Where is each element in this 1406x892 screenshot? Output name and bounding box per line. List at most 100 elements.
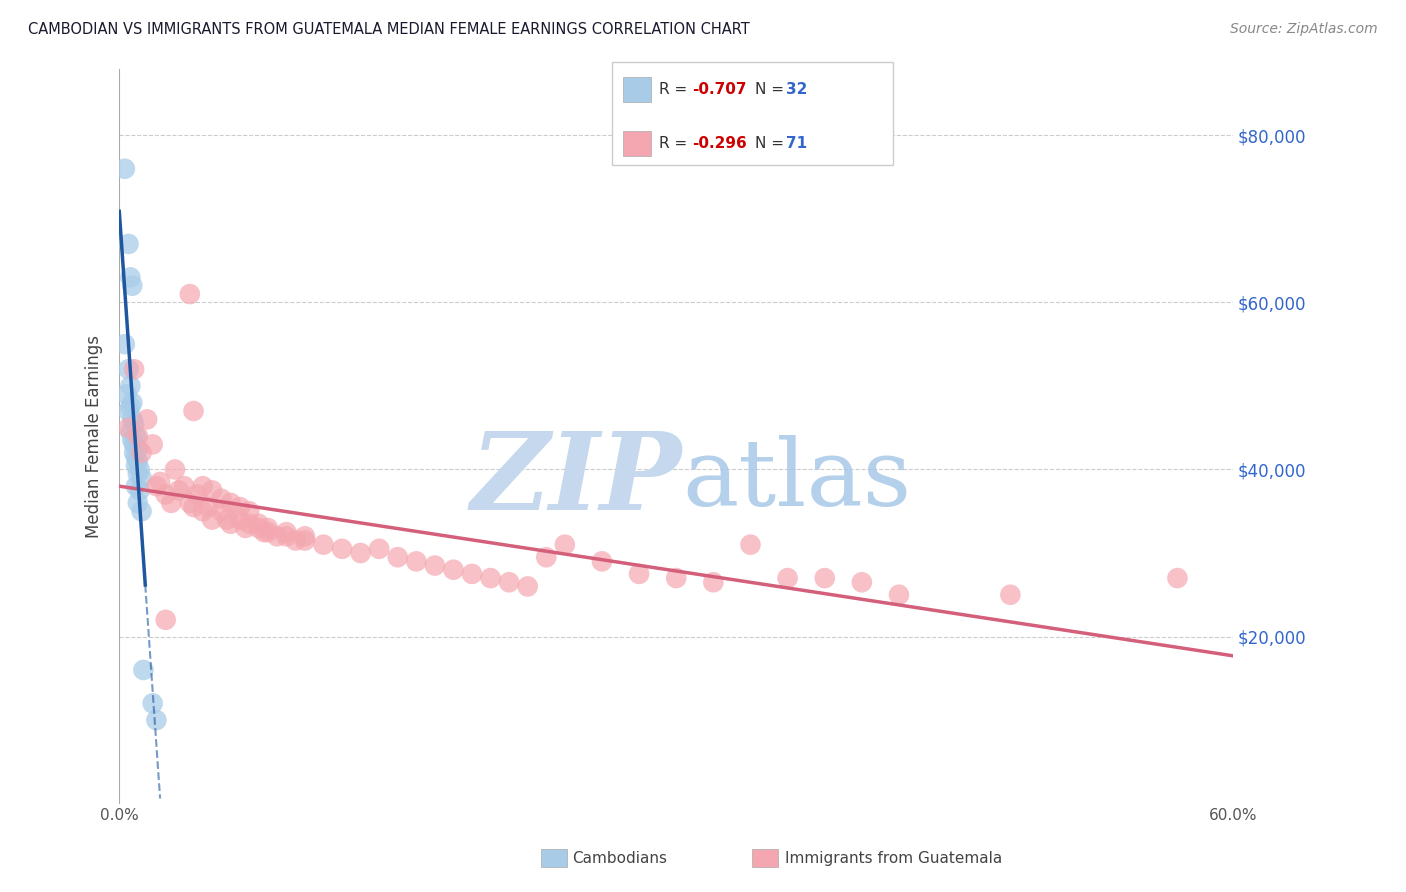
Point	[145, 713, 167, 727]
Text: Source: ZipAtlas.com: Source: ZipAtlas.com	[1230, 22, 1378, 37]
Point	[121, 412, 143, 426]
Point	[131, 471, 153, 485]
Point	[201, 483, 224, 498]
Point	[120, 270, 142, 285]
Point	[142, 697, 165, 711]
Point	[238, 504, 260, 518]
Point	[1000, 588, 1022, 602]
Point	[121, 434, 143, 448]
Point	[702, 575, 724, 590]
Point	[136, 412, 159, 426]
Point	[121, 278, 143, 293]
Point	[191, 504, 214, 518]
Point	[498, 575, 520, 590]
Point	[253, 525, 276, 540]
Point	[167, 483, 190, 498]
Point	[127, 454, 149, 468]
Point	[131, 504, 153, 518]
Point	[131, 446, 153, 460]
Point	[197, 500, 219, 514]
Point	[142, 437, 165, 451]
Point	[235, 521, 257, 535]
Point	[887, 588, 910, 602]
Point	[776, 571, 799, 585]
Point	[179, 496, 201, 510]
Point	[405, 554, 427, 568]
Text: -0.707: -0.707	[692, 82, 747, 96]
Point	[155, 487, 177, 501]
Point	[536, 550, 558, 565]
Point	[186, 487, 208, 501]
Point	[312, 538, 335, 552]
Y-axis label: Median Female Earnings: Median Female Earnings	[86, 334, 103, 538]
Point	[665, 571, 688, 585]
Point	[122, 417, 145, 431]
Point	[117, 421, 139, 435]
Point	[368, 541, 391, 556]
Point	[117, 404, 139, 418]
Point	[219, 496, 242, 510]
Point	[121, 395, 143, 409]
Point	[125, 450, 148, 464]
Text: -0.296: -0.296	[692, 136, 747, 151]
Point	[183, 500, 205, 514]
Point	[628, 566, 651, 581]
Point	[247, 521, 270, 535]
Point	[591, 554, 613, 568]
Text: atlas: atlas	[682, 435, 911, 525]
Point	[132, 663, 155, 677]
Point	[179, 287, 201, 301]
Point	[163, 462, 186, 476]
Text: Cambodians: Cambodians	[572, 851, 668, 865]
Point	[209, 491, 232, 506]
Point	[122, 446, 145, 460]
Point	[238, 516, 260, 531]
Point	[127, 496, 149, 510]
Point	[851, 575, 873, 590]
Point	[229, 513, 252, 527]
Point	[120, 425, 142, 439]
Point	[443, 563, 465, 577]
Point	[114, 337, 136, 351]
Point	[183, 404, 205, 418]
Text: 71: 71	[786, 136, 807, 151]
Point	[117, 362, 139, 376]
Point	[127, 429, 149, 443]
Point	[294, 529, 316, 543]
Point	[115, 387, 138, 401]
Point	[256, 521, 278, 535]
Point	[276, 529, 298, 543]
Point	[215, 513, 238, 527]
Point	[330, 541, 353, 556]
Text: R =: R =	[659, 136, 693, 151]
Point	[120, 379, 142, 393]
Text: R =: R =	[659, 82, 693, 96]
Point	[219, 516, 242, 531]
Point	[349, 546, 371, 560]
Text: Immigrants from Guatemala: Immigrants from Guatemala	[785, 851, 1002, 865]
Point	[209, 504, 232, 518]
Point	[117, 236, 139, 251]
Point	[122, 437, 145, 451]
Point	[461, 566, 484, 581]
Point	[266, 529, 288, 543]
Point	[191, 479, 214, 493]
Text: N =: N =	[755, 136, 789, 151]
Point	[814, 571, 837, 585]
Point	[127, 467, 149, 481]
Point	[160, 496, 183, 510]
Point	[149, 475, 172, 489]
Point	[229, 500, 252, 514]
Point	[256, 525, 278, 540]
Text: ZIP: ZIP	[471, 427, 682, 533]
Point	[128, 462, 150, 476]
Point	[114, 161, 136, 176]
Point	[125, 458, 148, 473]
Point	[516, 579, 538, 593]
Point	[387, 550, 409, 565]
Point	[423, 558, 446, 573]
Point	[128, 483, 150, 498]
Point	[294, 533, 316, 548]
Point	[201, 513, 224, 527]
Point	[120, 400, 142, 414]
